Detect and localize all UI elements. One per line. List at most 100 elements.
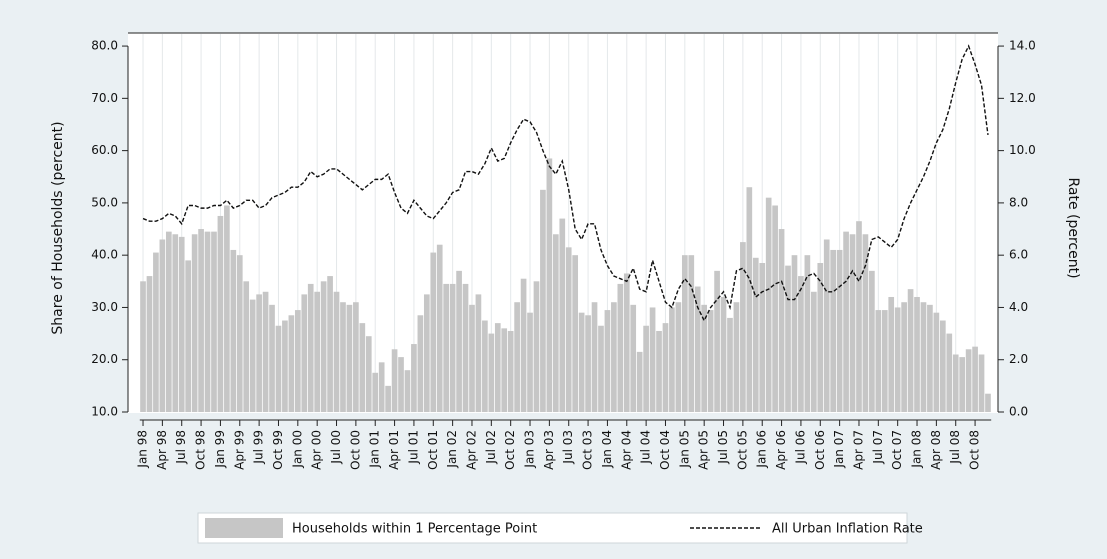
x-tick-label: Oct 98 bbox=[194, 430, 208, 470]
x-tick-label: Apr 01 bbox=[387, 430, 401, 470]
bar bbox=[365, 336, 372, 412]
bar bbox=[282, 320, 288, 412]
bar bbox=[778, 229, 785, 412]
bar bbox=[288, 315, 295, 412]
bar bbox=[765, 197, 772, 412]
x-tick-label: Jul 06 bbox=[793, 430, 807, 465]
x-tick-label: Oct 08 bbox=[968, 430, 982, 470]
bar bbox=[346, 304, 353, 412]
y2-tick-label: 6.0 bbox=[1009, 248, 1028, 262]
bar bbox=[520, 278, 527, 412]
bar bbox=[927, 304, 933, 412]
bar bbox=[243, 281, 250, 412]
bar bbox=[727, 317, 733, 412]
bar bbox=[301, 294, 308, 412]
bar bbox=[436, 244, 443, 412]
bar bbox=[165, 231, 172, 412]
x-tick-label: Apr 04 bbox=[619, 430, 633, 470]
y-tick-label: 80.0 bbox=[91, 39, 118, 53]
bar bbox=[191, 234, 198, 412]
bar bbox=[888, 296, 895, 412]
bar bbox=[482, 320, 488, 412]
bar bbox=[443, 283, 450, 412]
bar bbox=[752, 257, 759, 412]
bar bbox=[359, 323, 366, 412]
y2-tick-label: 10.0 bbox=[1009, 143, 1036, 157]
y2-tick-label: 8.0 bbox=[1009, 195, 1028, 209]
bar bbox=[849, 234, 856, 412]
bar bbox=[707, 310, 714, 412]
bar bbox=[533, 281, 540, 412]
bar bbox=[714, 270, 720, 412]
x-tick-label: Jul 00 bbox=[329, 430, 343, 465]
bar bbox=[578, 312, 585, 412]
bar bbox=[262, 291, 269, 412]
bar bbox=[965, 349, 972, 412]
bar bbox=[449, 283, 456, 412]
bar bbox=[159, 239, 166, 412]
bar bbox=[572, 255, 579, 412]
bar bbox=[514, 302, 520, 412]
bar bbox=[630, 304, 637, 412]
y2-tick-label: 12.0 bbox=[1009, 91, 1036, 105]
x-tick-label: Jul 99 bbox=[252, 430, 266, 465]
x-tick-label: Apr 98 bbox=[155, 430, 169, 470]
bar bbox=[669, 307, 675, 412]
bar bbox=[469, 304, 475, 412]
x-tick-label: Jan 04 bbox=[600, 430, 614, 469]
bar bbox=[404, 370, 411, 412]
bar bbox=[178, 236, 185, 412]
bar bbox=[320, 281, 327, 412]
bar bbox=[823, 239, 830, 412]
y2-tick-label: 2.0 bbox=[1009, 352, 1028, 366]
bar bbox=[791, 255, 798, 412]
bar bbox=[675, 302, 682, 412]
bar bbox=[385, 385, 391, 412]
bar bbox=[417, 315, 424, 412]
x-tick-label: Jul 03 bbox=[561, 430, 575, 465]
bar bbox=[256, 294, 262, 412]
bar bbox=[694, 286, 701, 412]
bar bbox=[933, 312, 940, 412]
x-tick-label: Jan 01 bbox=[368, 430, 382, 469]
x-tick-label: Jul 07 bbox=[871, 430, 885, 465]
bar bbox=[939, 320, 946, 412]
x-tick-label: Apr 02 bbox=[464, 430, 478, 470]
bar bbox=[488, 333, 495, 412]
bar bbox=[391, 349, 398, 412]
x-tick-label: Oct 07 bbox=[890, 430, 904, 470]
y-tick-label: 40.0 bbox=[91, 248, 118, 262]
x-tick-label: Jan 98 bbox=[136, 430, 150, 469]
x-tick-label: Oct 99 bbox=[271, 430, 285, 470]
bar bbox=[720, 296, 727, 412]
x-tick-label: Apr 06 bbox=[774, 430, 788, 470]
bar bbox=[353, 302, 359, 412]
bar bbox=[398, 357, 404, 412]
bar bbox=[894, 307, 901, 412]
bar bbox=[785, 265, 791, 412]
bar bbox=[146, 276, 153, 412]
bar bbox=[662, 323, 669, 412]
y2-tick-label: 4.0 bbox=[1009, 300, 1028, 314]
bar bbox=[862, 234, 869, 412]
bar bbox=[501, 328, 508, 412]
bar bbox=[978, 354, 985, 412]
bar bbox=[881, 310, 888, 412]
x-tick-label: Apr 99 bbox=[232, 430, 246, 470]
x-tick-label: Oct 05 bbox=[735, 430, 749, 470]
bar bbox=[230, 249, 237, 412]
bar bbox=[636, 351, 643, 412]
bar bbox=[798, 276, 804, 412]
bar bbox=[204, 231, 211, 412]
bar bbox=[946, 333, 953, 412]
x-tick-label: Apr 08 bbox=[929, 430, 943, 470]
bar bbox=[249, 299, 256, 412]
bar bbox=[952, 354, 959, 412]
y-tick-label: 70.0 bbox=[91, 91, 118, 105]
x-tick-label: Jul 08 bbox=[948, 430, 962, 465]
bar bbox=[378, 362, 385, 412]
bar bbox=[585, 315, 591, 412]
x-tick-label: Jul 04 bbox=[639, 430, 653, 465]
bar bbox=[985, 393, 991, 412]
